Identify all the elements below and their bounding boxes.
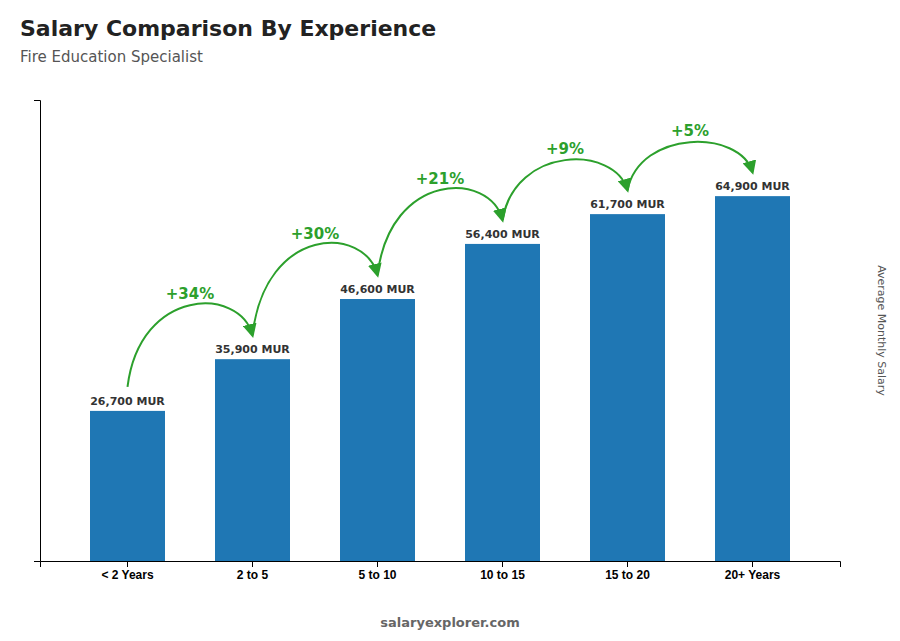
bar [340,299,415,561]
value-label: 61,700 MUR [590,198,665,211]
x-axis: < 2 Years 2 to 5 5 to 10 10 to 15 15 to 20 20… [41,561,841,582]
x-tick-mark [627,561,628,567]
annotations: +34% +30% +21% +9% +5% [128,122,753,387]
bar [90,411,165,561]
value-label: 56,400 MUR [465,228,540,241]
value-label: 64,900 MUR [715,180,790,193]
value-labels: 26,700 MUR 35,900 MUR 46,600 MUR 56,400 MUR… [90,180,790,408]
annotation-arc [378,188,503,275]
annotation-arc [628,142,753,190]
annotation-label: +21% [416,170,464,188]
bar [465,244,540,561]
x-tick: 20+ Years [725,561,781,582]
value-label: 46,600 MUR [340,283,415,296]
x-tick-label: 20+ Years [725,568,781,582]
x-tick: 2 to 5 [237,561,269,582]
x-tick: 10 to 15 [480,561,525,582]
bar [590,214,665,561]
annotation-label: +9% [546,140,584,158]
x-axis-line [41,562,841,568]
footer: salaryexplorer.com [380,615,519,630]
title: Salary Comparison By Experience [20,16,436,41]
y-axis [34,101,41,562]
subtitle: Fire Education Specialist [20,48,203,66]
x-tick-label: < 2 Years [101,568,153,582]
annotation-label: +5% [671,122,709,140]
annotation-arc [128,303,253,386]
x-tick-mark [252,561,253,567]
x-tick: 5 to 10 [358,561,396,582]
x-tick-label: 10 to 15 [480,568,525,582]
x-tick-mark [752,561,753,567]
x-tick-label: 5 to 10 [358,568,396,582]
x-tick-label: 15 to 20 [605,568,650,582]
y-axis-title: Average Monthly Salary [875,265,888,396]
x-tick-label: 2 to 5 [237,568,269,582]
chart: Salary Comparison By Experience Fire Educ… [0,0,900,641]
annotation-label: +34% [166,285,214,303]
bars [90,196,790,561]
y-axis-line [34,101,41,562]
bar [215,359,290,561]
x-tick-mark [377,561,378,567]
value-label: 26,700 MUR [90,395,165,408]
x-tick: < 2 Years [101,561,153,582]
annotation-label: +30% [291,225,339,243]
x-tick: 15 to 20 [605,561,650,582]
value-label: 35,900 MUR [215,343,290,356]
plot: < 2 Years 2 to 5 5 to 10 10 to 15 15 to 20 20… [34,101,841,582]
annotation-arc [253,243,378,335]
x-tick-mark [127,561,128,567]
bar [715,196,790,561]
annotation-arc [503,159,628,219]
x-tick-mark [502,561,503,567]
